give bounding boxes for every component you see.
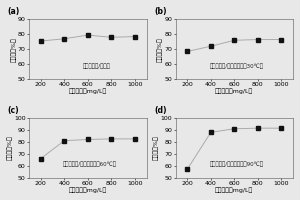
Text: (c): (c) xyxy=(8,106,20,115)
X-axis label: 初始浓度（mg/L）: 初始浓度（mg/L） xyxy=(215,187,254,193)
Text: (a): (a) xyxy=(8,7,20,16)
Y-axis label: 去除率（%）: 去除率（%） xyxy=(154,135,159,160)
Y-axis label: 去除率（%）: 去除率（%） xyxy=(7,135,13,160)
Text: (d): (d) xyxy=(154,106,167,115)
Text: 纳米零价铁/高岭石: 纳米零价铁/高岭石 xyxy=(83,63,111,69)
Text: 纳米零价铁/改性高岭石（90℃）: 纳米零价铁/改性高岭石（90℃） xyxy=(210,162,264,167)
Y-axis label: 去除率（%）: 去除率（%） xyxy=(11,37,16,62)
Text: (b): (b) xyxy=(154,7,167,16)
Y-axis label: 去除率（%）: 去除率（%） xyxy=(157,37,163,62)
X-axis label: 初始浓度（mg/L）: 初始浓度（mg/L） xyxy=(69,187,107,193)
Text: 纳米零价铁/改性高岭石（30℃）: 纳米零价铁/改性高岭石（30℃） xyxy=(210,63,264,69)
X-axis label: 初始浓度（mg/L）: 初始浓度（mg/L） xyxy=(215,89,254,94)
X-axis label: 初始浓度（mg/L）: 初始浓度（mg/L） xyxy=(69,89,107,94)
Text: 纳米零价铁/改性高岭石（60℃）: 纳米零价铁/改性高岭石（60℃） xyxy=(63,162,117,167)
